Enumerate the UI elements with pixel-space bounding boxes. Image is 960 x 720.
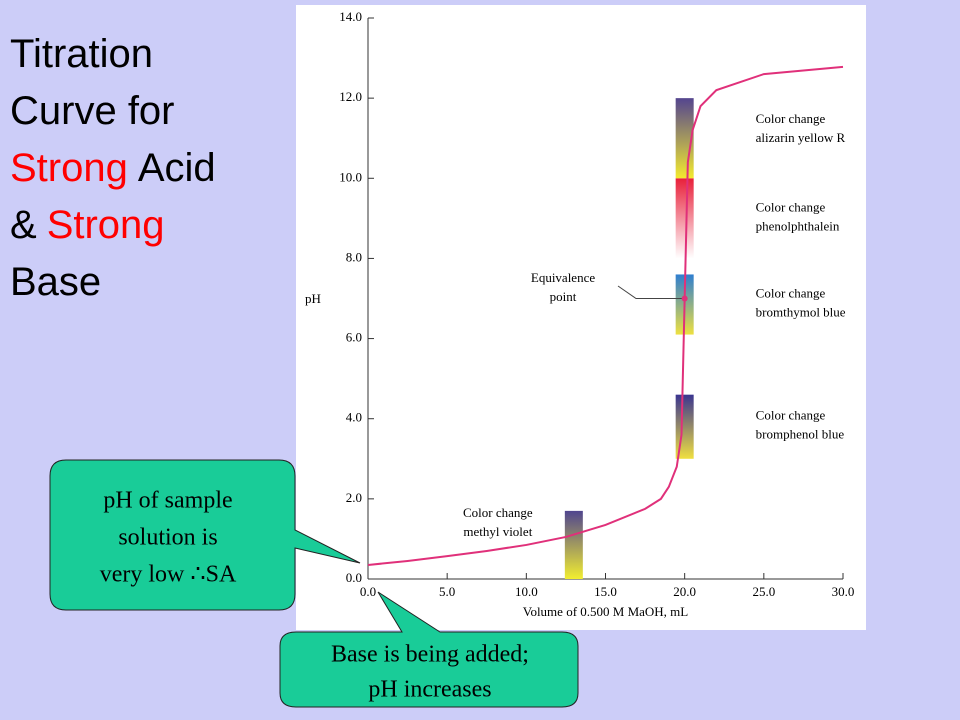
callout-text: pH increases <box>368 677 491 703</box>
annotation-label: point <box>550 289 577 304</box>
x-axis-label: Volume of 0.500 M MaOH, mL <box>523 604 689 619</box>
band-label: Color change <box>756 111 826 126</box>
x-tick-label: 5.0 <box>439 584 455 599</box>
callout-text: pH of sample <box>103 488 232 514</box>
callout-text: Base is being added; <box>331 642 529 668</box>
band-label: bromphenol blue <box>756 427 845 442</box>
y-axis-label: pH <box>305 291 321 306</box>
x-tick-label: 0.0 <box>360 584 376 599</box>
slide-title-line: & Strong <box>10 203 165 247</box>
band-label: Color change <box>756 199 826 214</box>
title-word: Strong <box>47 203 165 247</box>
title-word: & <box>10 203 37 247</box>
title-word: Acid <box>138 146 216 190</box>
y-tick-label: 10.0 <box>339 169 362 184</box>
x-tick-label: 25.0 <box>752 584 775 599</box>
indicator-band <box>564 510 583 579</box>
leader-line <box>617 285 685 299</box>
x-tick-label: 20.0 <box>673 584 696 599</box>
title-word: Strong <box>10 146 128 190</box>
slide-title-line: Strong Acid <box>10 146 216 190</box>
slide-title-line: Base <box>10 260 101 304</box>
band-label: Color change <box>756 285 826 300</box>
band-label: phenolphthalein <box>756 218 840 233</box>
slide-title-line: Curve for <box>10 89 175 133</box>
band-label: Color change <box>463 505 533 520</box>
title-word: Titration <box>10 32 153 76</box>
x-tick-label: 30.0 <box>832 584 855 599</box>
equivalence-point <box>681 295 688 302</box>
y-tick-label: 2.0 <box>346 490 362 505</box>
x-tick-label: 10.0 <box>515 584 538 599</box>
slide-title-line: Titration <box>10 32 153 76</box>
band-label: Color change <box>756 408 826 423</box>
callout-bubble <box>49 459 361 611</box>
band-label: methyl violet <box>463 524 532 539</box>
indicator-band <box>675 178 694 259</box>
x-tick-label: 15.0 <box>594 584 617 599</box>
title-word: Base <box>10 260 101 304</box>
y-tick-label: 4.0 <box>346 410 362 425</box>
y-tick-label: 6.0 <box>346 330 362 345</box>
annotation-label: Equivalence <box>531 270 595 285</box>
callout-text: solution is <box>118 525 217 551</box>
band-label: bromthymol blue <box>756 304 846 319</box>
y-tick-label: 8.0 <box>346 249 362 264</box>
y-tick-label: 12.0 <box>339 89 362 104</box>
band-label: alizarin yellow R <box>756 130 846 145</box>
titration-curve <box>367 65 844 566</box>
title-word: Curve for <box>10 89 175 133</box>
callout-text: very low ∴SA <box>100 562 237 588</box>
y-tick-label: 0.0 <box>346 570 362 585</box>
y-tick-label: 14.0 <box>339 9 362 24</box>
callout-bubble <box>279 591 579 708</box>
